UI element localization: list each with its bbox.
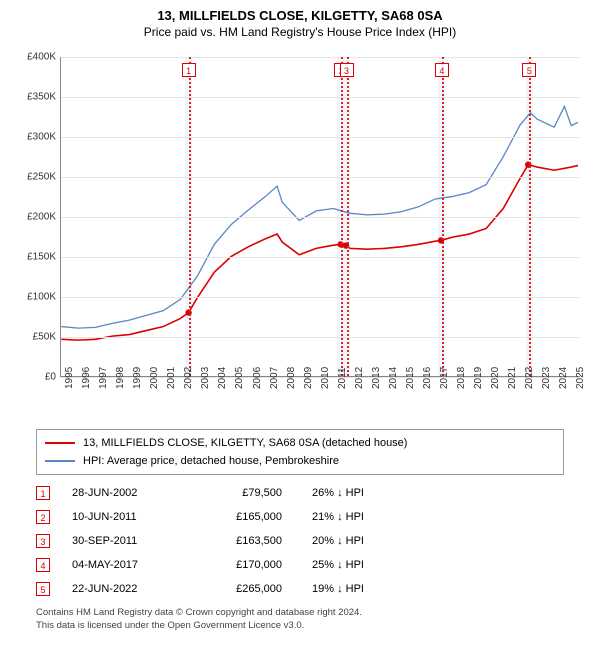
- transaction-diff: 21% ↓ HPI: [312, 511, 422, 523]
- x-axis-label: 2011: [337, 367, 348, 389]
- footnote: Contains HM Land Registry data © Crown c…: [36, 607, 564, 633]
- x-axis-label: 2020: [490, 367, 501, 389]
- legend-label: 13, MILLFIELDS CLOSE, KILGETTY, SA68 0SA…: [83, 437, 407, 449]
- gridline-horizontal: [61, 217, 580, 218]
- transaction-marker-line: [529, 57, 531, 376]
- transaction-diff: 19% ↓ HPI: [312, 583, 422, 595]
- x-axis-label: 2002: [183, 367, 194, 389]
- x-axis-label: 1995: [64, 367, 75, 389]
- y-axis-label: £400K: [27, 52, 56, 63]
- transaction-row: 3 30-SEP-2011£163,50020% ↓ HPI: [36, 529, 564, 553]
- transaction-row: 2 10-JUN-2011£165,00021% ↓ HPI: [36, 505, 564, 529]
- transaction-row: 1 28-JUN-2002£79,50026% ↓ HPI: [36, 481, 564, 505]
- transaction-price: £163,500: [202, 535, 312, 547]
- x-axis-label: 2019: [473, 367, 484, 389]
- transaction-marker-number: 1: [182, 63, 196, 77]
- legend-box: 13, MILLFIELDS CLOSE, KILGETTY, SA68 0SA…: [36, 429, 564, 475]
- transaction-number: 3: [36, 534, 50, 548]
- transaction-number: 1: [36, 486, 50, 500]
- transaction-date: 04-MAY-2017: [72, 559, 202, 571]
- legend-swatch: [45, 442, 75, 444]
- y-axis-label: £150K: [27, 252, 56, 263]
- x-axis-label: 2005: [234, 367, 245, 389]
- transaction-row: 5 22-JUN-2022£265,00019% ↓ HPI: [36, 577, 564, 601]
- transaction-price: £165,000: [202, 511, 312, 523]
- transaction-price: £170,000: [202, 559, 312, 571]
- transaction-marker-number: 3: [340, 63, 354, 77]
- y-axis-label: £200K: [27, 212, 56, 223]
- chart-titles: 13, MILLFIELDS CLOSE, KILGETTY, SA68 0SA…: [0, 0, 600, 43]
- transaction-marker-line: [442, 57, 444, 376]
- transaction-date: 10-JUN-2011: [72, 511, 202, 523]
- y-axis-label: £0: [45, 372, 56, 383]
- transaction-number: 4: [36, 558, 50, 572]
- gridline-horizontal: [61, 57, 580, 58]
- x-axis-label: 2006: [252, 367, 263, 389]
- x-axis-label: 2018: [456, 367, 467, 389]
- gridline-horizontal: [61, 177, 580, 178]
- x-axis-label: 2025: [575, 367, 586, 389]
- x-axis-label: 2008: [286, 367, 297, 389]
- series-property: [61, 165, 578, 340]
- x-axis-label: 2013: [371, 367, 382, 389]
- transaction-marker-number: 5: [522, 63, 536, 77]
- transaction-marker-line: [341, 57, 343, 376]
- x-axis-label: 2007: [269, 367, 280, 389]
- x-axis-label: 2022: [524, 367, 535, 389]
- x-axis-label: 1996: [81, 367, 92, 389]
- transaction-diff: 20% ↓ HPI: [312, 535, 422, 547]
- x-axis-label: 2024: [558, 367, 569, 389]
- x-axis-label: 2017: [439, 367, 450, 389]
- transaction-diff: 26% ↓ HPI: [312, 487, 422, 499]
- x-axis-label: 2004: [217, 367, 228, 389]
- x-axis-label: 2023: [541, 367, 552, 389]
- title-line2: Price paid vs. HM Land Registry's House …: [10, 25, 590, 39]
- transaction-date: 22-JUN-2022: [72, 583, 202, 595]
- legend-label: HPI: Average price, detached house, Pemb…: [83, 455, 339, 467]
- x-axis-label: 1998: [115, 367, 126, 389]
- x-axis-label: 2000: [149, 367, 160, 389]
- transaction-number: 2: [36, 510, 50, 524]
- x-axis-label: 2015: [405, 367, 416, 389]
- gridline-horizontal: [61, 137, 580, 138]
- footnote-line: This data is licensed under the Open Gov…: [36, 620, 564, 633]
- transaction-date: 28-JUN-2002: [72, 487, 202, 499]
- y-axis-label: £350K: [27, 92, 56, 103]
- gridline-horizontal: [61, 337, 580, 338]
- transaction-price: £265,000: [202, 583, 312, 595]
- x-axis-label: 1999: [132, 367, 143, 389]
- chart-container: 12345 £0£50K£100K£150K£200K£250K£300K£35…: [10, 47, 590, 417]
- transaction-marker-number: 4: [435, 63, 449, 77]
- x-axis-label: 2001: [166, 367, 177, 389]
- gridline-horizontal: [61, 97, 580, 98]
- x-axis-label: 2016: [422, 367, 433, 389]
- legend-swatch: [45, 460, 75, 462]
- transaction-marker-line: [189, 57, 191, 376]
- x-axis-label: 2010: [320, 367, 331, 389]
- gridline-horizontal: [61, 297, 580, 298]
- transaction-number: 5: [36, 582, 50, 596]
- y-axis-label: £50K: [33, 332, 56, 343]
- x-axis-label: 2014: [388, 367, 399, 389]
- title-line1: 13, MILLFIELDS CLOSE, KILGETTY, SA68 0SA: [10, 8, 590, 23]
- x-axis-label: 2012: [354, 367, 365, 389]
- y-axis-label: £300K: [27, 132, 56, 143]
- transaction-diff: 25% ↓ HPI: [312, 559, 422, 571]
- transaction-price: £79,500: [202, 487, 312, 499]
- y-axis-label: £250K: [27, 172, 56, 183]
- footnote-line: Contains HM Land Registry data © Crown c…: [36, 607, 564, 620]
- gridline-horizontal: [61, 257, 580, 258]
- transaction-date: 30-SEP-2011: [72, 535, 202, 547]
- x-axis-label: 1997: [98, 367, 109, 389]
- legend-row: 13, MILLFIELDS CLOSE, KILGETTY, SA68 0SA…: [45, 434, 555, 452]
- transaction-row: 4 04-MAY-2017£170,00025% ↓ HPI: [36, 553, 564, 577]
- legend-row: HPI: Average price, detached house, Pemb…: [45, 452, 555, 470]
- y-axis-label: £100K: [27, 292, 56, 303]
- x-axis-label: 2003: [200, 367, 211, 389]
- plot-area: 12345: [60, 57, 580, 377]
- transaction-marker-line: [347, 57, 349, 376]
- transactions-table: 1 28-JUN-2002£79,50026% ↓ HPI 2 10-JUN-2011…: [36, 481, 564, 601]
- x-axis-label: 2021: [507, 367, 518, 389]
- x-axis-label: 2009: [303, 367, 314, 389]
